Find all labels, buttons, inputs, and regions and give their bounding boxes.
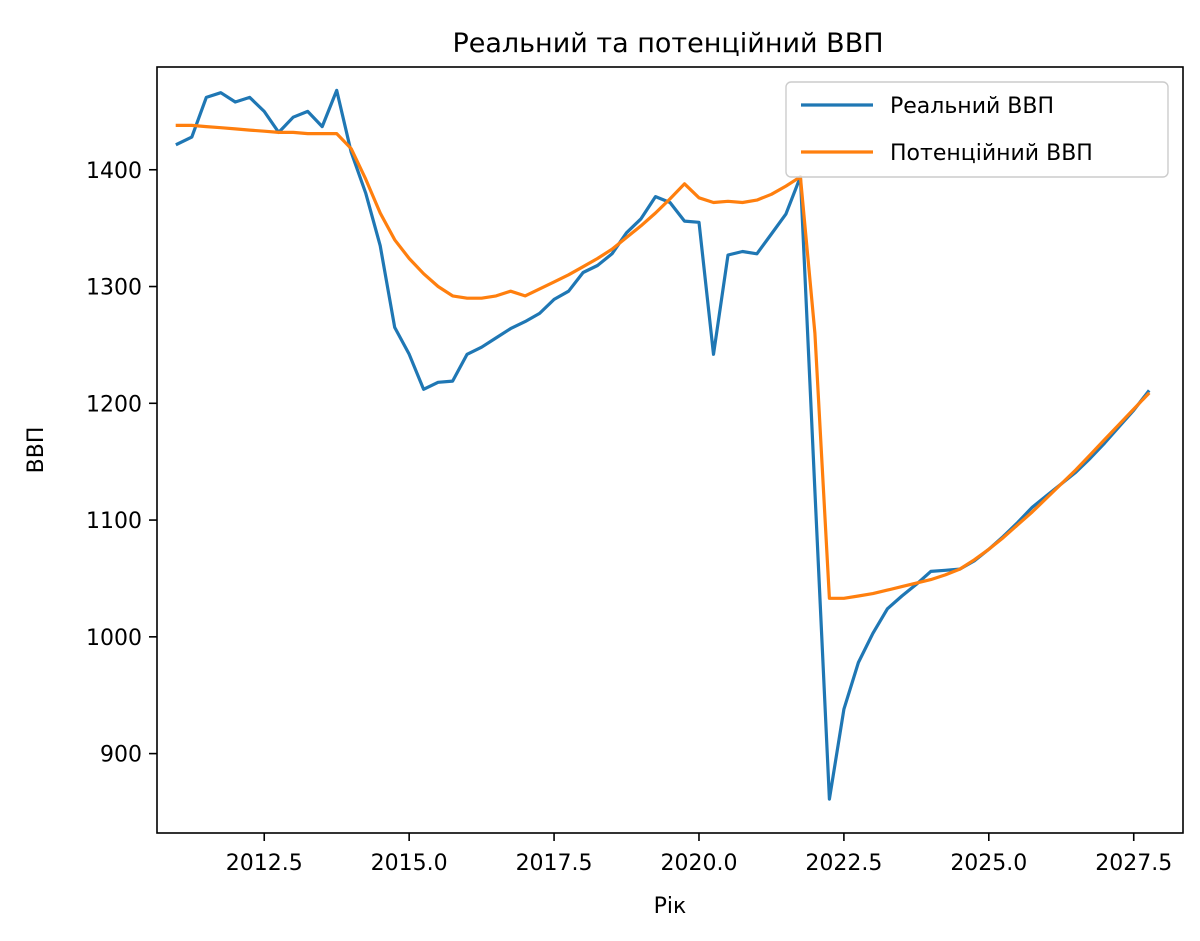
y-tick-label: 1200 xyxy=(86,392,142,417)
x-tick-label: 2017.5 xyxy=(516,851,593,876)
y-axis-label: ВВП xyxy=(24,427,49,474)
x-tick-label: 2027.5 xyxy=(1095,851,1172,876)
y-tick-label: 900 xyxy=(100,743,142,768)
x-tick-label: 2020.0 xyxy=(660,851,737,876)
plot-area xyxy=(156,66,1184,834)
y-axis: 900 1000 1100 1200 1300 1400 xyxy=(86,159,157,768)
x-tick-label: 2015.0 xyxy=(371,851,448,876)
series-layer xyxy=(175,88,1151,801)
plot-frame xyxy=(156,66,1184,834)
series-line-0 xyxy=(175,88,1151,801)
chart-title: Реальний та потенційний ВВП xyxy=(452,28,883,59)
legend-label-potential-gdp: Потенційний ВВП xyxy=(890,141,1093,166)
y-tick-label: 1400 xyxy=(86,159,142,184)
x-tick-label: 2022.5 xyxy=(805,851,882,876)
y-tick-label: 1100 xyxy=(86,509,142,534)
y-tick-label: 1300 xyxy=(86,276,142,301)
series-line-1 xyxy=(175,123,1151,600)
x-axis: 2012.5 2015.0 2017.5 2020.0 2022.5 2025.0 2027… xyxy=(226,833,1172,876)
y-tick-label: 1000 xyxy=(86,626,142,651)
x-tick-label: 2025.0 xyxy=(950,851,1027,876)
legend-label-real-gdp: Реальний ВВП xyxy=(890,94,1054,119)
x-axis-label: Рік xyxy=(654,894,687,919)
legend: Реальний ВВП Потенційний ВВП xyxy=(785,81,1169,178)
legend-frame xyxy=(785,81,1169,178)
x-tick-label: 2012.5 xyxy=(226,851,303,876)
